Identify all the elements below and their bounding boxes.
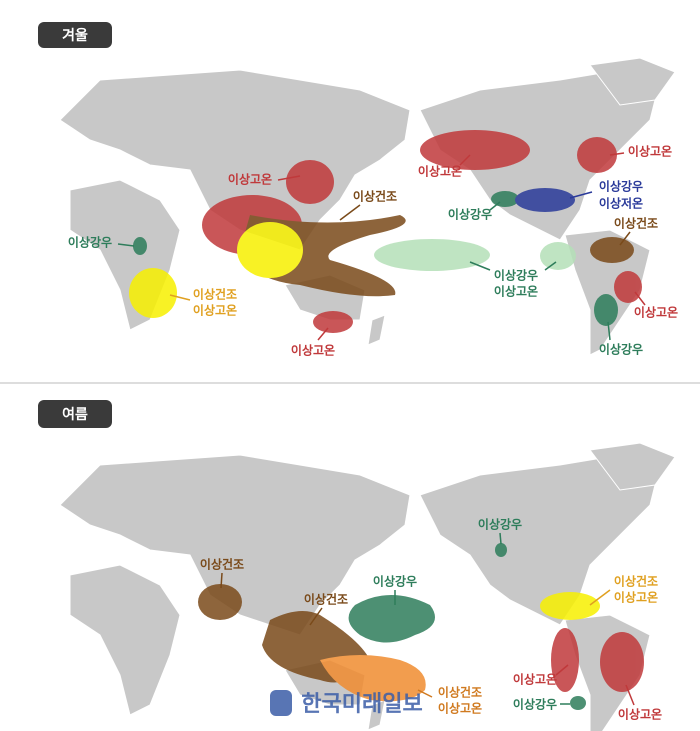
label: 이상고온 [628,144,672,159]
label: 이상강우 [513,697,557,712]
watermark: 한국미래일보 [270,690,423,717]
leaders [220,532,635,706]
watermark-text: 한국미래일보 [301,692,422,717]
label: 이상강우 [373,574,417,589]
label: 이상고온 [291,343,335,358]
label: 이상건조 [614,216,658,231]
label: 이상건조 [353,189,397,204]
label: 이상강우 [68,235,112,250]
regions [129,130,642,333]
label: 이상고온 [494,284,538,299]
label: 이상강우 [494,268,538,283]
tab [38,22,112,48]
label: 이상강우 [478,517,522,532]
panel-title: 여름 [62,406,88,423]
label: 이상저온 [599,196,643,211]
label: 이상건조 [193,287,237,302]
label: 이상고온 [228,172,272,187]
label: 이상고온 [438,701,482,716]
label: 이상고온 [634,305,678,320]
label: 이상강우 [599,179,643,194]
regions [198,543,644,710]
label: 이상건조 [614,574,658,589]
label: 이상건조 [200,557,244,572]
watermark-logo [270,690,292,716]
labels: 이상고온 이상건조 이상강우 이상건조 이상고온 이상고온 이상고온 이상강우 … [68,144,678,358]
label: 이상고온 [614,590,658,605]
leaders [117,152,646,341]
label: 이상강우 [599,342,643,357]
label: 이상고온 [618,707,662,722]
label: 이상고온 [418,164,462,179]
label: 이상건조 [304,592,348,607]
label: 이상고온 [193,303,237,318]
labels: 이상강우 이상건조 이상강우 이상건조 이상건조 이상고온 이상건조 이상고온 … [200,517,662,722]
label: 이상건조 [438,685,482,700]
label: 이상고온 [513,672,557,687]
label: 이상강우 [448,207,492,222]
tab [38,400,112,428]
panel-title: 겨울 [62,27,88,44]
